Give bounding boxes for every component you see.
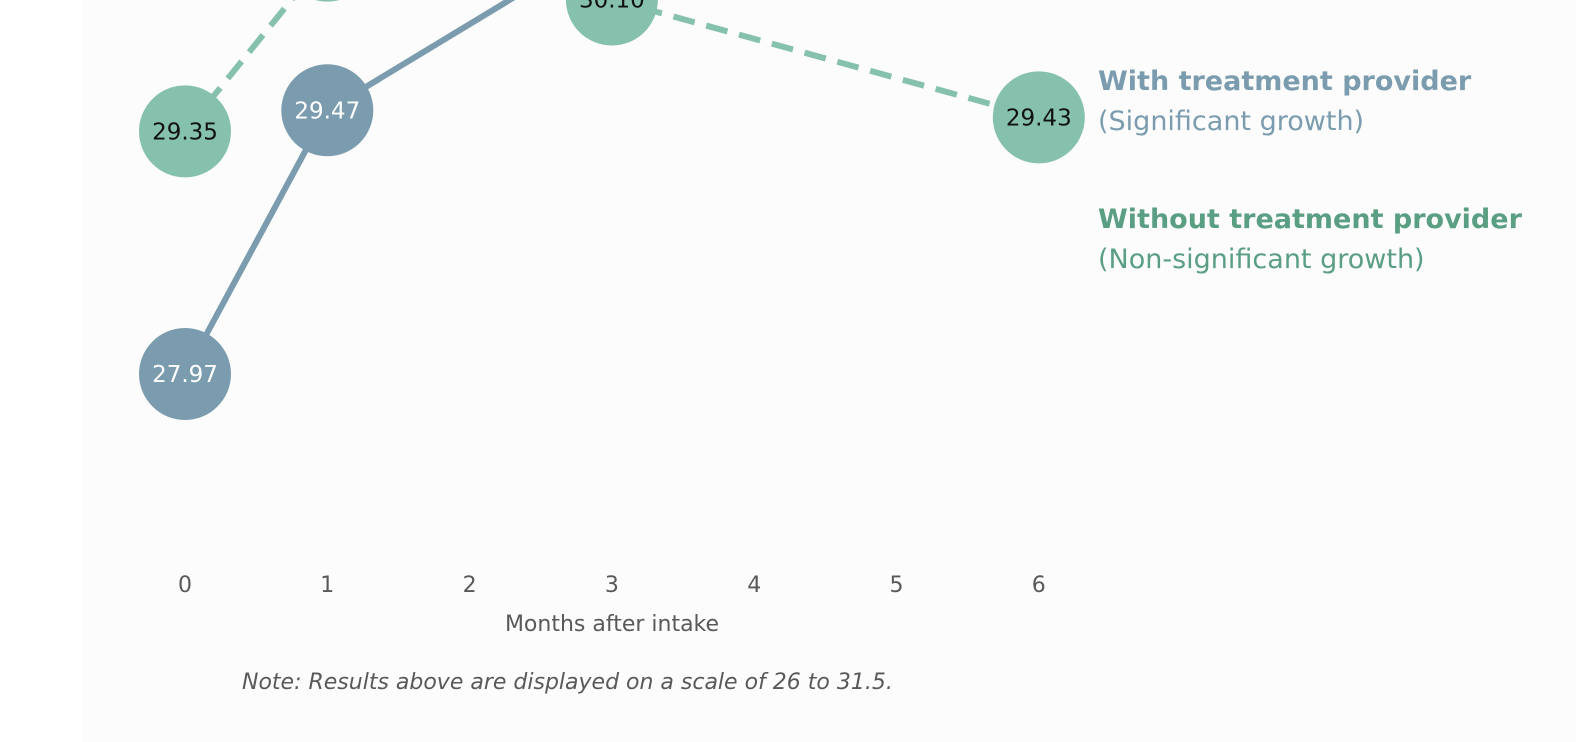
data-label: 30.10 bbox=[579, 0, 645, 14]
x-tick-label: 4 bbox=[747, 573, 761, 598]
data-label: 29.43 bbox=[1006, 105, 1072, 131]
x-tick-label: 3 bbox=[605, 573, 619, 598]
data-label: 29.47 bbox=[294, 98, 360, 124]
x-tick-label: 1 bbox=[320, 573, 334, 598]
data-point-marker bbox=[139, 85, 231, 178]
data-label: 29.35 bbox=[152, 119, 218, 145]
x-axis-title: Months after intake bbox=[504, 612, 720, 637]
footnote: Note: Results above are displayed on a s… bbox=[242, 670, 893, 695]
legend-without-treatment: Without treatment provider (Non-signific… bbox=[1098, 200, 1522, 280]
series-line bbox=[182, 0, 516, 376]
data-point-marker bbox=[992, 71, 1085, 164]
data-point-marker bbox=[565, 0, 658, 46]
legend-series-name: Without treatment provider bbox=[1098, 204, 1522, 235]
legend-with-treatment: With treatment provider (Significant gro… bbox=[1098, 62, 1471, 142]
data-point-marker bbox=[315, 0, 340, 2]
data-point: 29.43 bbox=[992, 71, 1085, 164]
legend-series-note: (Non-significant growth) bbox=[1098, 244, 1425, 275]
legend-series-note: (Significant growth) bbox=[1098, 106, 1365, 137]
x-tick-label: 5 bbox=[890, 573, 904, 598]
x-tick-label: 6 bbox=[1032, 573, 1046, 598]
series-line bbox=[182, 0, 1040, 134]
series-lines bbox=[182, 0, 1040, 376]
data-point: 29.35 bbox=[139, 85, 231, 178]
x-tick-label: 2 bbox=[463, 573, 477, 598]
x-axis-ticks: 0 1 2 3 4 5 6 bbox=[178, 573, 1046, 598]
data-point: 30.10 bbox=[565, 0, 658, 46]
data-point: 30.35 bbox=[315, 0, 340, 2]
legend-series-name: With treatment provider bbox=[1098, 66, 1472, 97]
data-label: 27.97 bbox=[152, 362, 218, 388]
data-point: 29.47 bbox=[281, 64, 374, 157]
data-point-marker bbox=[139, 328, 231, 420]
x-tick-label: 0 bbox=[178, 573, 192, 598]
data-point: 27.97 bbox=[139, 328, 231, 420]
data-point-marker bbox=[281, 64, 374, 157]
